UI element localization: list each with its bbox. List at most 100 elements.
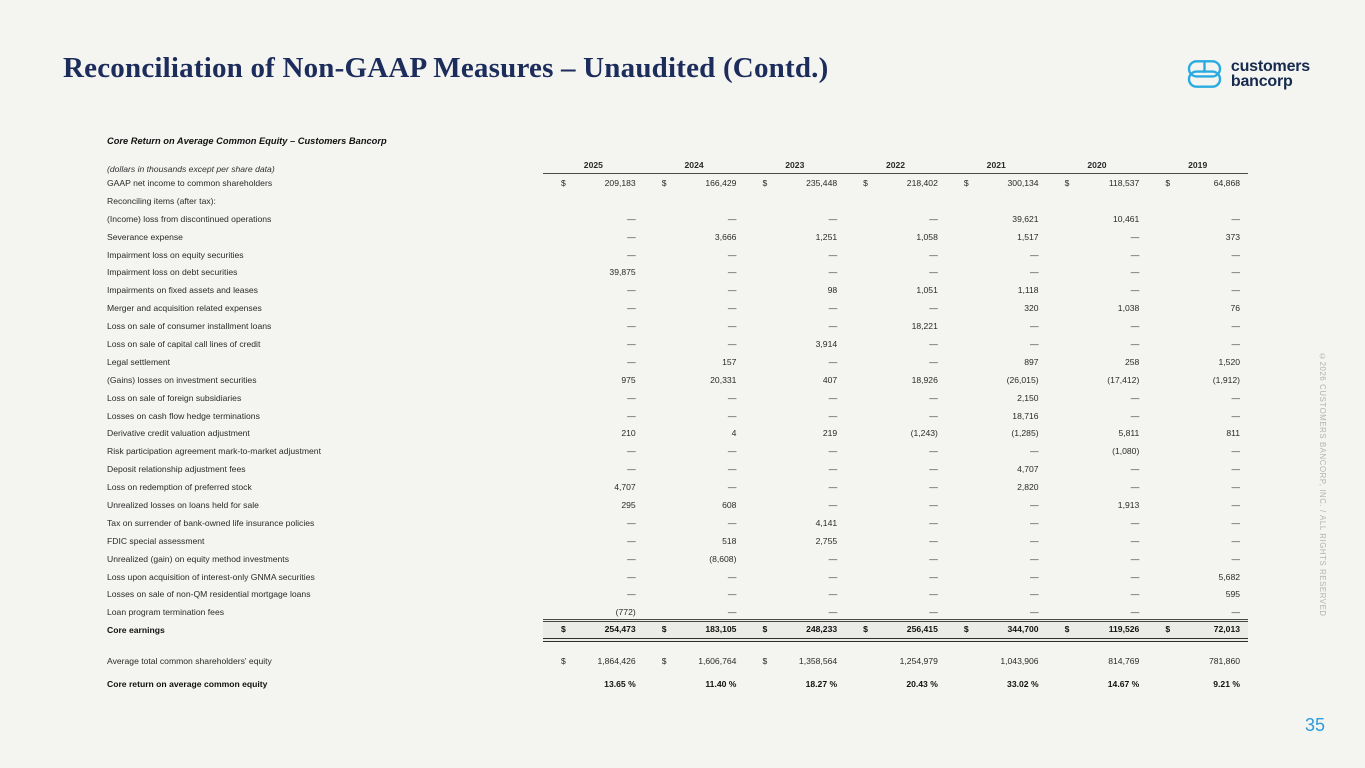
- row-values: [543, 192, 1248, 210]
- cell-value: —: [627, 213, 636, 224]
- cell-value: 373: [1225, 231, 1241, 242]
- reconciliation-table: Core Return on Average Common Equity – C…: [107, 136, 1248, 693]
- cell-value: 20,331: [710, 374, 737, 385]
- cell-value: —: [627, 517, 636, 528]
- cell-value: —: [828, 321, 838, 332]
- row-values: — — — — — — 595: [543, 585, 1248, 603]
- cell-value: —: [627, 303, 636, 314]
- cell: —: [946, 536, 1047, 546]
- table-row: FDIC special assessment — 518 2,755 — — — —: [107, 532, 1248, 550]
- cell-value: —: [727, 303, 737, 314]
- row-values: — — — — 4,707 — —: [543, 460, 1248, 478]
- cell: —: [1047, 589, 1148, 599]
- cell-value: —: [929, 464, 938, 475]
- cell: 1,051: [845, 285, 946, 295]
- table-header-years: 2025 2024 2023 2022 2021 2020 2019: [543, 153, 1248, 174]
- cell: —: [946, 250, 1047, 260]
- cell: —: [543, 572, 644, 582]
- cell: —: [543, 554, 644, 564]
- cell: 1,043,906: [946, 656, 1047, 666]
- cell: —: [744, 267, 845, 277]
- cell: $256,415: [845, 624, 946, 634]
- cell: —: [1047, 536, 1148, 546]
- cell-value: 811: [1226, 428, 1241, 439]
- cell: —: [543, 536, 644, 546]
- cell-value: 4,141: [815, 517, 838, 528]
- currency-symbol: $: [863, 623, 868, 634]
- cell: 20,331: [644, 375, 745, 385]
- cell-value: —: [627, 553, 636, 564]
- cell-value: —: [1231, 482, 1241, 493]
- cell-value: —: [1130, 392, 1140, 403]
- cell: —: [845, 518, 946, 528]
- cell: —: [543, 446, 644, 456]
- cell: 1,118: [946, 285, 1047, 295]
- currency-symbol: $: [1165, 177, 1171, 188]
- cell: —: [1147, 482, 1248, 492]
- cell: —: [543, 232, 644, 242]
- year-column-header: 2021: [986, 160, 1006, 170]
- cell: —: [1047, 267, 1148, 277]
- cell: $166,429: [644, 178, 745, 188]
- cell: —: [744, 589, 845, 599]
- cell-value: 320: [1024, 303, 1039, 314]
- cell-value: —: [1231, 285, 1241, 296]
- cell-value: 11.40 %: [705, 678, 737, 689]
- cell-value: —: [929, 249, 938, 260]
- cell: —: [946, 267, 1047, 277]
- cell: —: [946, 321, 1047, 331]
- cell-value: (1,912): [1212, 374, 1241, 385]
- cell-value: —: [1030, 446, 1039, 457]
- row-values: — 518 2,755 — — — —: [543, 532, 1248, 550]
- cell-value: —: [727, 213, 737, 224]
- cell-value: —: [929, 482, 938, 493]
- cell-value: —: [727, 589, 737, 600]
- cell-value: —: [929, 356, 938, 367]
- cell-value: —: [828, 589, 838, 600]
- year-column-header: 2023: [785, 160, 805, 170]
- cell: —: [543, 518, 644, 528]
- cell: $209,183: [543, 178, 644, 188]
- year-column-header: 2022: [885, 160, 906, 170]
- currency-symbol: $: [661, 177, 667, 188]
- cell: —: [946, 554, 1047, 564]
- cell: $1,358,564: [744, 656, 845, 666]
- cell-value: 2,150: [1017, 392, 1039, 403]
- cell-value: —: [828, 571, 838, 582]
- cell-value: —: [929, 571, 938, 582]
- cell-value: —: [1231, 267, 1241, 278]
- table-units-note: (dollars in thousands except per share d…: [107, 164, 275, 174]
- cell: —: [845, 589, 946, 599]
- cell: 3,914: [744, 339, 845, 349]
- cell: —: [1047, 393, 1148, 403]
- cell: —: [644, 285, 745, 295]
- cell: —: [845, 303, 946, 313]
- cell: —: [845, 572, 946, 582]
- cell: —: [543, 321, 644, 331]
- table-row: Loan program termination fees (772) — — — — — —: [107, 603, 1248, 622]
- cell-value: 595: [1225, 589, 1241, 600]
- cell-value: 1,358,564: [798, 656, 838, 667]
- table-body: GAAP net income to common shareholders $2…: [107, 174, 1248, 693]
- cell-value: —: [929, 499, 938, 510]
- cell-value: —: [1231, 410, 1241, 421]
- cell-value: 248,233: [806, 623, 838, 634]
- cell: —: [1147, 411, 1248, 421]
- cell-value: (1,243): [910, 428, 938, 439]
- row-label: Loss on sale of consumer installment loa…: [107, 321, 272, 332]
- cell-value: —: [727, 464, 737, 475]
- cell-value: 39,621: [1012, 213, 1039, 224]
- cell-value: —: [1231, 213, 1241, 224]
- cell-value: —: [929, 446, 938, 457]
- cell-value: —: [1130, 267, 1140, 278]
- cell: (1,285): [946, 428, 1047, 438]
- cell: —: [1147, 607, 1248, 617]
- cell-value: 18.27 %: [805, 678, 838, 689]
- cell-value: —: [1130, 606, 1140, 617]
- cell-value: 39,875: [609, 267, 636, 278]
- table-row: Loss on sale of foreign subsidiaries — — — —…: [107, 389, 1248, 407]
- cell: —: [1147, 285, 1248, 295]
- cell-value: —: [929, 303, 938, 314]
- logo-wordmark: customers bancorp: [1231, 59, 1310, 90]
- page-title: Reconciliation of Non-GAAP Measures – Un…: [63, 52, 829, 84]
